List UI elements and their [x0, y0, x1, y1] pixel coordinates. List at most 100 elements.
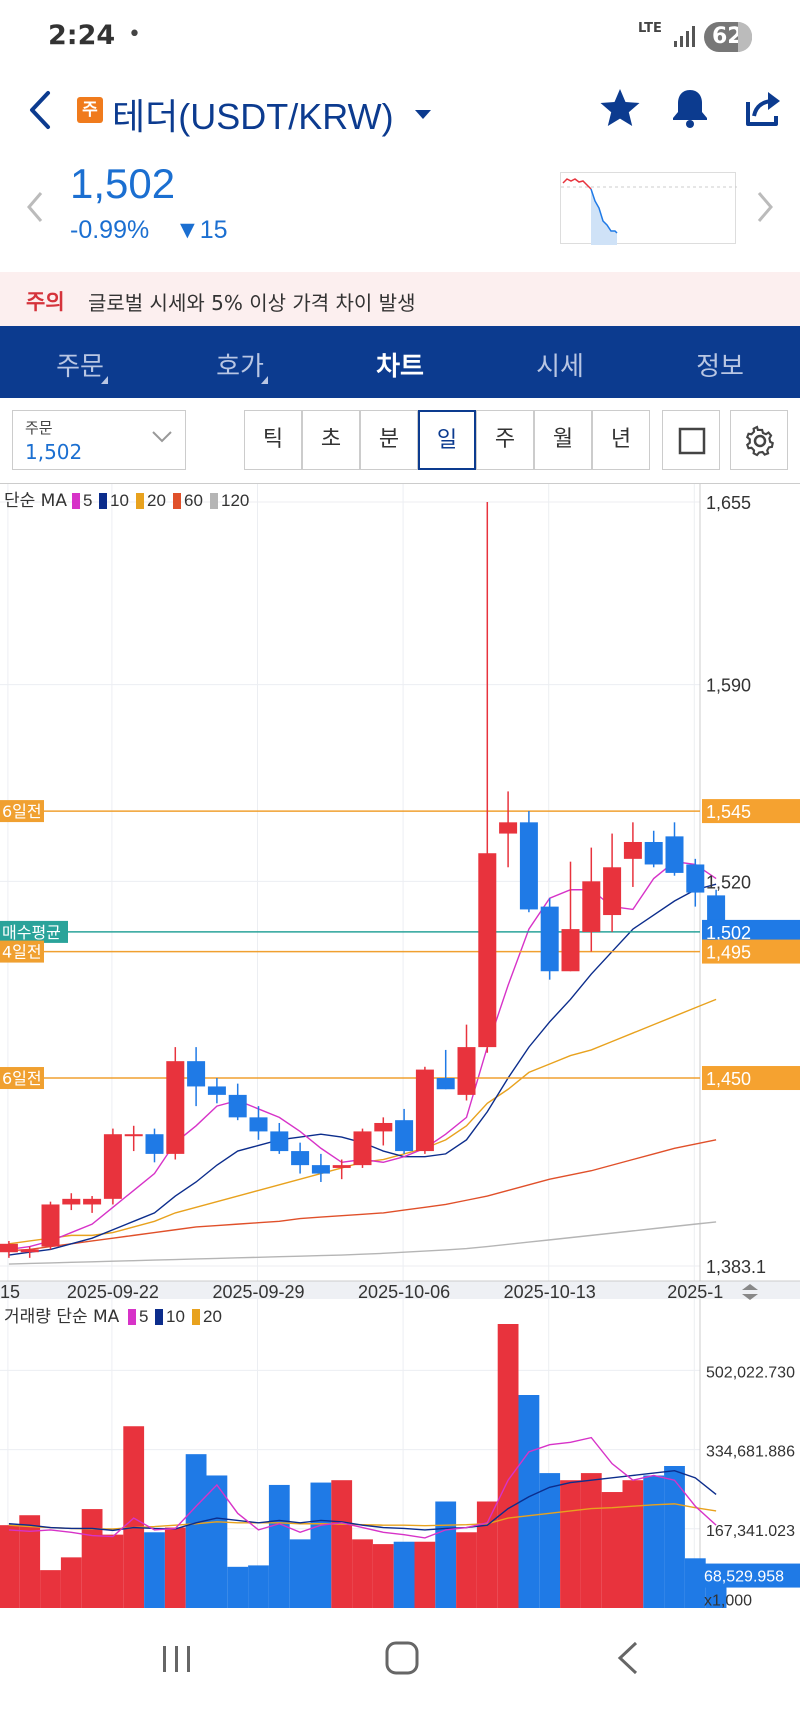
- tab-chart-label: 차트: [376, 352, 424, 382]
- volume-bar: [0, 1525, 20, 1608]
- chart-background: [0, 484, 800, 1608]
- volume-ma10-line: [8, 1470, 717, 1532]
- price-chart-svg[interactable]: 6일전 1,545 매수평균 1,502 4일전 1,495 6일전 1,450 1,655 1,…: [0, 484, 800, 1610]
- candle-body: [62, 1198, 81, 1205]
- volume-bar: [268, 1484, 290, 1608]
- price-axis-tick-label: 1,520: [706, 872, 751, 892]
- volume-bar: [435, 1501, 457, 1608]
- reference-tag-label: 6일전: [2, 1069, 42, 1088]
- interval-tick-button[interactable]: 틱: [244, 410, 302, 470]
- settings-button[interactable]: [730, 410, 788, 470]
- previous-coin-icon[interactable]: [26, 190, 44, 228]
- candle-body: [561, 929, 580, 972]
- tab-order[interactable]: 주문: [0, 346, 160, 384]
- volume-bar: [310, 1482, 332, 1608]
- volume-bar: [664, 1466, 685, 1608]
- legend-swatch: [128, 1309, 136, 1325]
- interval-minute-button[interactable]: 분: [360, 410, 418, 470]
- app-header: 주 테더(USDT/KRW): [0, 70, 800, 150]
- legend-swatch: [210, 493, 218, 509]
- page-title[interactable]: 테더(USDT/KRW): [112, 96, 394, 137]
- legend-label: 10: [166, 1307, 185, 1326]
- volume-bar: [560, 1480, 581, 1608]
- candle-body: [228, 1094, 247, 1118]
- gear-icon: [745, 425, 774, 457]
- candle-body: [623, 841, 642, 859]
- volume-bar: [622, 1480, 644, 1608]
- legend-swatch: [173, 493, 181, 509]
- volume-legend-title: 거래량 단순 MA: [4, 1307, 120, 1327]
- reference-tag-label: 매수평균: [2, 923, 61, 942]
- interval-month-button[interactable]: 월: [534, 410, 592, 470]
- tab-quotes[interactable]: 시세: [480, 346, 640, 383]
- legend-label: 10: [110, 491, 129, 510]
- chart-area[interactable]: 6일전 1,545 매수평균 1,502 4일전 1,495 6일전 1,450 1,655 1,…: [0, 484, 800, 1610]
- candle-body: [603, 867, 622, 916]
- volume-bar: [539, 1473, 561, 1608]
- volume-axis-tick-label: 502,022.730: [706, 1364, 795, 1381]
- back-nav-icon[interactable]: [614, 1640, 644, 1680]
- volume-current-tag-label: 68,529.958: [704, 1569, 784, 1586]
- price-legend-title: 단순 MA: [4, 491, 67, 511]
- candle-body: [270, 1131, 289, 1152]
- interval-second-button[interactable]: 초: [302, 410, 360, 470]
- tab-orderbook[interactable]: 호가: [160, 346, 320, 384]
- volume-current-tag-bg: [702, 1563, 800, 1588]
- legend-swatch: [155, 1309, 163, 1325]
- volume-bar: [227, 1566, 249, 1608]
- price-axis-tick-label: 1,655: [706, 493, 751, 513]
- legend-label: 60: [184, 491, 203, 510]
- star-icon[interactable]: [598, 86, 642, 134]
- volume-bar: [580, 1473, 602, 1608]
- legend-swatch: [72, 493, 80, 509]
- candle-body: [249, 1117, 268, 1132]
- mini-price-chart: [560, 172, 737, 245]
- candle-body: [207, 1086, 226, 1095]
- candle-body: [0, 1243, 18, 1253]
- tab-info[interactable]: 정보: [640, 346, 800, 383]
- candle-body: [291, 1151, 310, 1166]
- interval-week-button[interactable]: 주: [476, 410, 534, 470]
- volume-bar: [414, 1541, 436, 1608]
- candle-body: [436, 1078, 455, 1090]
- interval-year-button[interactable]: 년: [592, 410, 650, 470]
- date-axis-tick-label: 2025-1: [667, 1282, 723, 1302]
- volume-bar: [102, 1534, 124, 1608]
- candle-body: [41, 1204, 60, 1247]
- back-icon[interactable]: [26, 88, 56, 136]
- chart-toolbar: 주문 1,502 틱 초 분 일 주 월 년: [0, 398, 800, 484]
- interval-day-button[interactable]: 일: [418, 410, 476, 470]
- home-icon[interactable]: [384, 1640, 420, 1680]
- candle-body: [103, 1134, 122, 1199]
- candle-body: [332, 1165, 351, 1168]
- fullscreen-button[interactable]: [662, 410, 720, 470]
- tab-menu-indicator: [261, 376, 268, 384]
- reference-tag-label: 4일전: [2, 943, 42, 962]
- volume-bar: [164, 1527, 186, 1608]
- volume-bar: [60, 1557, 82, 1608]
- order-dropdown[interactable]: 주문 1,502: [12, 410, 186, 470]
- price-axis-tick-label: 1,383.1: [706, 1257, 766, 1277]
- price-ma120-line: [8, 1221, 717, 1265]
- volume-bar: [497, 1324, 519, 1608]
- recent-apps-icon[interactable]: [160, 1642, 194, 1680]
- share-icon[interactable]: [740, 86, 784, 134]
- warning-message: 글로벌 시세와 5% 이상 가격 차이 발생: [88, 291, 416, 315]
- volume-axis-tick-label: 334,681.886: [706, 1444, 795, 1461]
- square-icon: [678, 427, 706, 455]
- price-tag-bg: [702, 939, 800, 964]
- bell-icon[interactable]: [668, 86, 712, 134]
- tab-quotes-label: 시세: [536, 352, 584, 382]
- next-coin-icon[interactable]: [756, 190, 774, 228]
- price-tag-bg: [702, 799, 800, 824]
- price-summary: 1,502 -0.99% ▼15: [0, 150, 800, 270]
- volume-bar: [81, 1509, 103, 1608]
- chevron-down-icon[interactable]: [414, 106, 432, 125]
- tab-menu-indicator: [101, 376, 108, 384]
- volume-bar: [518, 1395, 540, 1608]
- legend-label: 120: [221, 491, 249, 510]
- tab-chart[interactable]: 차트: [320, 346, 480, 383]
- warning-banner: 주의 글로벌 시세와 5% 이상 가격 차이 발생: [0, 272, 800, 326]
- candle-body: [499, 822, 518, 834]
- main-tabs: 주문 호가 차트 시세 정보: [0, 326, 800, 398]
